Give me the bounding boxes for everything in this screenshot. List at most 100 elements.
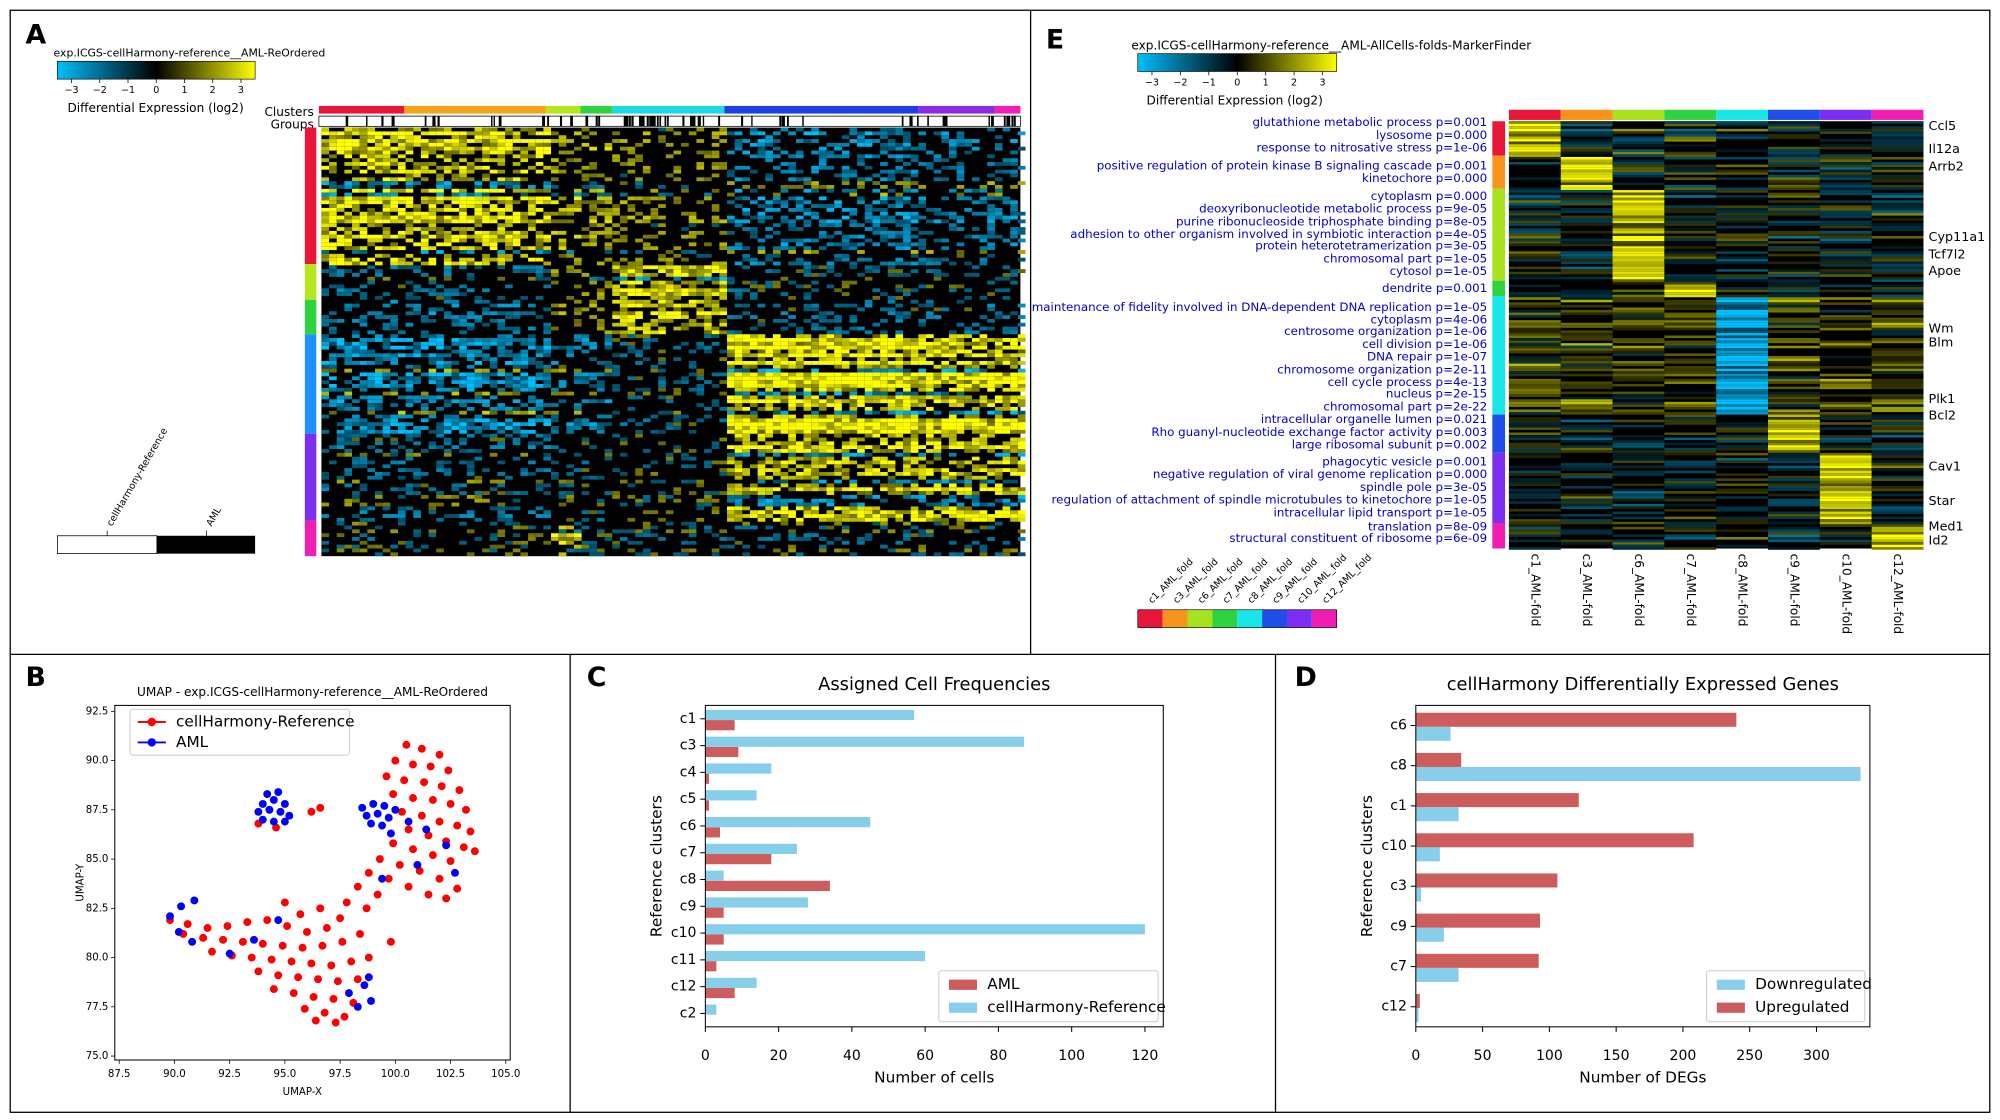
heatmap-cell [941,506,949,511]
heatmap-cell [321,142,330,147]
heatmap-cell [948,376,957,381]
heatmap-cell [910,391,919,396]
heatmap-cell [344,345,353,350]
heatmap-cell [619,162,628,166]
heatmap-cell [1002,491,1011,495]
heatmap-cell [497,345,506,350]
heatmap-cell [489,364,498,369]
heatmap-cell [367,257,375,262]
heatmap-cell [359,196,368,201]
heatmap-cell [420,131,429,136]
heatmap-cell [535,246,544,251]
group-tick [667,116,669,127]
heatmap-cell [505,146,513,151]
heatmap-cell [765,426,773,430]
heatmap-cell [489,380,498,384]
heatmap-cell [658,299,666,304]
heatmap-cell [375,422,383,427]
heatmap-cell [512,315,521,319]
heatmap-cell [834,330,842,335]
heatmap-cell [857,242,865,247]
heatmap-cell [382,227,391,231]
heatmap-cell [887,219,896,224]
heatmap-cell [971,273,980,277]
heatmap-cell [841,242,850,247]
heatmap-cell [497,207,506,212]
heatmap-cell [1002,426,1011,430]
heatmap-cell [994,521,1003,526]
heatmap-cell [910,380,919,384]
heatmap-cell [979,548,988,553]
heatmap-cell [627,280,636,285]
heatmap-cell [635,292,643,296]
heatmap-cell [558,169,567,174]
heatmap-cell [642,139,651,143]
heatmap-cell [1017,410,1026,415]
heatmap-cell [910,552,919,557]
heatmap-cell [673,326,682,331]
heatmap-cell [390,315,398,319]
heatmap-cell [772,383,781,388]
heatmap-cell [528,510,536,515]
heatmap-cell [826,261,835,266]
heatmap-cell [466,479,475,484]
heatmap-cell [428,223,437,228]
heatmap-cell [466,449,475,453]
heatmap-cell [910,399,919,404]
heatmap-cell [1017,146,1026,151]
heatmap-cell [482,491,490,495]
heatmap-cell [719,468,728,472]
heatmap-cell [413,533,421,538]
heatmap-cell [772,357,781,362]
heatmap-cell [895,169,904,174]
heatmap-cell [742,491,750,495]
heatmap-cell [979,441,988,446]
heatmap-cell [1010,338,1018,342]
heatmap-cell [497,265,506,270]
heatmap-cell [795,326,804,331]
heatmap-cell [987,211,995,216]
heatmap-cell [635,468,643,472]
heatmap-cell [505,433,513,438]
heatmap-cell [1010,395,1018,400]
heatmap-cell [505,177,513,182]
heatmap-cell [1560,146,1613,150]
heatmap-cell [635,479,643,484]
heatmap-cell [658,318,666,323]
heatmap-cell [880,330,888,335]
heatmap-cell [887,131,896,136]
heatmap-cell [841,253,850,258]
heatmap-cell [543,150,552,155]
heatmap-cell [895,429,904,434]
heatmap-cell [772,361,781,365]
heatmap-cell [1017,426,1026,430]
heatmap-cell [558,391,567,396]
heatmap-cell [994,418,1003,423]
heatmap-cell [482,357,490,362]
heatmap-cell [528,338,536,342]
heatmap-cell [650,533,659,538]
heatmap-cell [451,207,460,212]
heatmap-cell [826,418,835,423]
heatmap-cell [497,139,506,143]
heatmap-cell [688,242,697,247]
heatmap-cell [520,146,529,151]
heatmap-cell [420,273,429,277]
heatmap-cell [864,207,873,212]
heatmap-cell [352,353,360,358]
heatmap-cell [727,487,735,492]
heatmap-cell [482,257,490,262]
heatmap-cell [780,169,789,174]
heatmap-cell [941,399,949,404]
heatmap-cell [367,139,375,143]
heatmap-cell [581,548,590,553]
heatmap-cell [459,146,467,151]
heatmap-cell [367,192,375,197]
heatmap-cell [367,158,375,163]
heatmap-cell [474,341,483,346]
heatmap-cell [321,338,330,342]
heatmap-cell [795,422,804,427]
heatmap-cell [857,429,865,434]
heatmap-cell [428,246,437,251]
heatmap-cell [436,234,444,239]
